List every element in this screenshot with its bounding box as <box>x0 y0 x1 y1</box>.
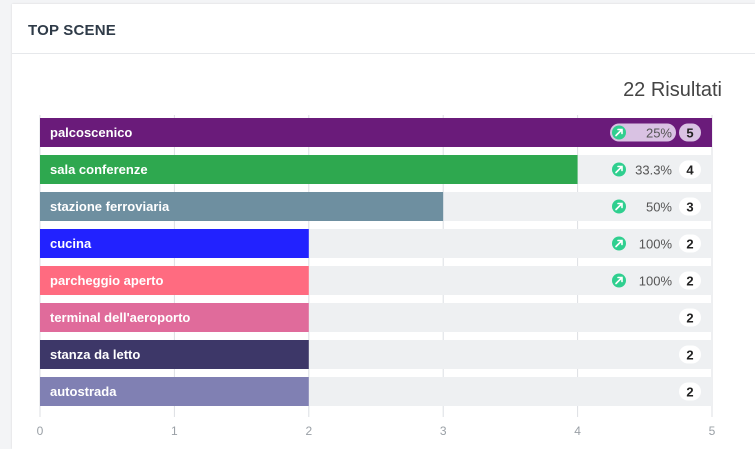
x-tick-label: 3 <box>440 424 447 438</box>
trend-percent: 33.3% <box>635 163 672 178</box>
count-badge <box>679 197 701 216</box>
count-value: 5 <box>686 126 693 141</box>
x-tick-label: 5 <box>709 424 716 438</box>
bar <box>40 118 712 147</box>
bar-label: palcoscenico <box>50 125 132 140</box>
bar <box>40 155 578 184</box>
count-value: 2 <box>686 348 693 363</box>
count-badge <box>679 234 701 253</box>
bar <box>40 340 309 369</box>
x-tick-label: 4 <box>574 424 581 438</box>
bar-label: parcheggio aperto <box>50 273 163 288</box>
count-badge <box>679 160 701 179</box>
bar <box>40 303 309 332</box>
card-header: TOP SCENE <box>12 4 755 54</box>
bar-label: autostrada <box>50 384 117 399</box>
count-value: 2 <box>686 311 693 326</box>
count-badge <box>679 123 701 142</box>
bar-label: cucina <box>50 236 92 251</box>
bar-label: terminal dell'aeroporto <box>50 310 190 325</box>
trend-percent: 25% <box>646 126 672 141</box>
bar-label: stanza da letto <box>50 347 140 362</box>
count-value: 2 <box>686 237 693 252</box>
count-badge <box>679 308 701 327</box>
bar <box>40 377 309 406</box>
bar-label: sala conferenze <box>50 162 148 177</box>
result-count: 22 Risultati <box>623 79 722 101</box>
arrow-up-right-icon <box>615 202 623 211</box>
x-tick-label: 1 <box>171 424 178 438</box>
trend-percent: 50% <box>646 200 672 215</box>
count-value: 3 <box>686 200 693 215</box>
count-value: 2 <box>686 385 693 400</box>
arrow-up-right-icon <box>615 128 623 137</box>
count-badge <box>679 271 701 290</box>
x-tick-label: 0 <box>37 424 44 438</box>
count-value: 2 <box>686 274 693 289</box>
trend-pill <box>610 123 676 142</box>
trend-percent: 100% <box>639 274 673 289</box>
bar <box>40 229 309 258</box>
horizontal-bar-chart: palcoscenico 5 25% sala conferenze 4 33.3% sta… <box>37 115 716 438</box>
bar <box>40 192 444 221</box>
x-tick-label: 2 <box>305 424 312 438</box>
count-badge <box>679 345 701 364</box>
arrow-up-right-icon <box>615 276 623 285</box>
trend-percent: 100% <box>639 237 673 252</box>
card-title: TOP SCENE <box>28 22 116 39</box>
count-value: 4 <box>686 163 694 178</box>
bar <box>40 266 309 295</box>
count-badge <box>679 382 701 401</box>
arrow-up-right-icon <box>615 165 623 174</box>
arrow-up-right-icon <box>615 239 623 248</box>
bar-label: stazione ferroviaria <box>50 199 170 214</box>
top-scene-card: TOP SCENE 22 Risultati palcoscenico 5 25% s… <box>12 4 755 449</box>
